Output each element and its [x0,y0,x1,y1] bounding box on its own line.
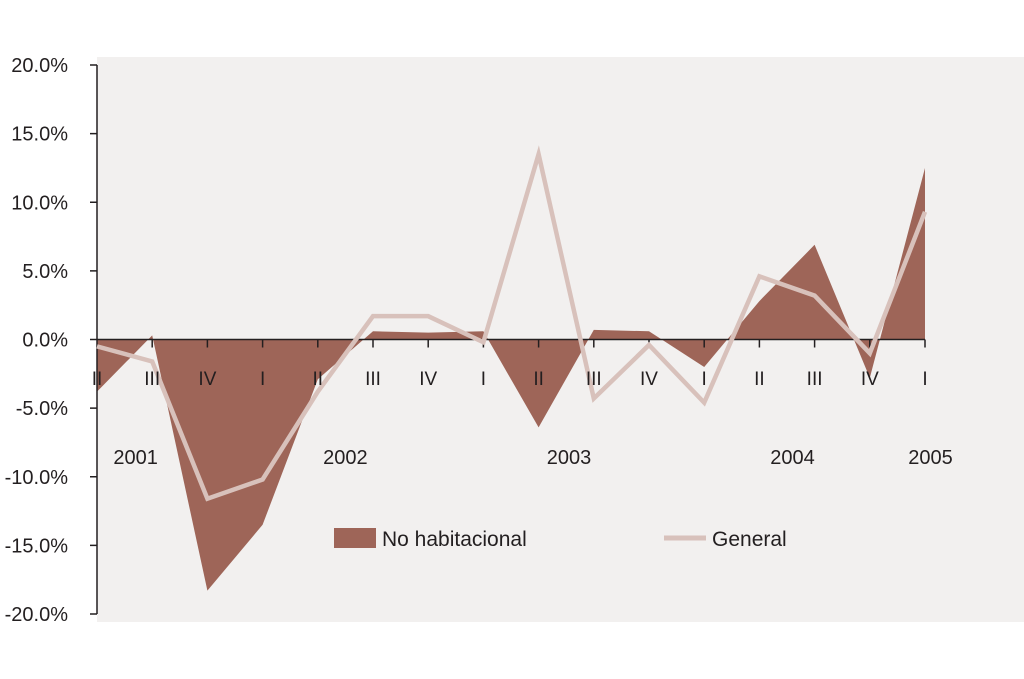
line-series-layer [96,145,928,502]
legend-label-no-habitacional: No habitacional [382,528,527,551]
y-tick-label: 10.0% [11,192,68,214]
x-category-label: III [144,369,160,390]
year-label: 2004 [770,447,815,469]
y-tick-label: 0.0% [22,330,68,352]
x-category-label: I [922,369,927,390]
y-tick-label: -10.0% [5,467,69,489]
legend-label-general: General [712,528,787,551]
y-tick-label: 15.0% [11,124,68,146]
area-series-layer [97,167,925,591]
year-label: 2002 [323,447,368,469]
x-category-label: IV [861,369,879,390]
y-tick-label: -5.0% [16,398,68,420]
x-category-label: III [365,369,381,390]
y-tick-label: -15.0% [5,535,69,557]
x-category-label: I [702,369,707,390]
y-tick-label: 20.0% [11,55,68,77]
x-category-label: IV [640,369,658,390]
x-category-label: IV [198,369,216,390]
area-no-habitacional [97,167,925,591]
legend-swatch-no-habitacional [334,528,376,548]
x-category-label: II [92,369,103,390]
x-category-label: III [586,369,602,390]
line-general [96,145,928,502]
x-category-label: IV [419,369,437,390]
x-category-label: I [260,369,265,390]
y-tick-label: -20.0% [5,604,69,626]
y-tick-label: 5.0% [22,261,68,283]
year-label: 2003 [547,447,592,469]
x-category-label: II [754,369,765,390]
labels: 20.0% 15.0% 10.0% 5.0% 0.0% -5.0% -10.0% -15.0%… [5,55,953,626]
year-label: 2005 [908,447,953,469]
x-category-label: I [481,369,486,390]
legend: No habitacional General [334,528,787,551]
axes [90,64,926,615]
x-category-label: II [313,369,324,390]
year-label: 2001 [113,447,158,469]
x-category-label: III [807,369,823,390]
x-category-label: II [533,369,544,390]
